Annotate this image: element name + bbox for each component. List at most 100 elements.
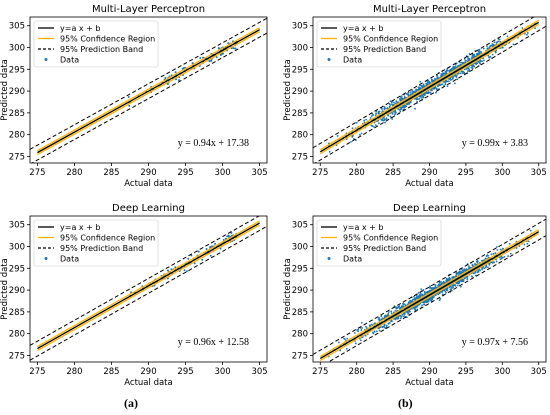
data-point <box>209 246 212 249</box>
legend-fit-line-label: y=a x + b <box>343 24 383 33</box>
legend-confidence-label: 95% Confidence Region <box>60 35 155 44</box>
data-point <box>415 97 418 100</box>
data-point <box>421 304 423 307</box>
data-point <box>338 341 340 344</box>
data-point <box>399 98 402 101</box>
data-point <box>232 47 235 50</box>
data-point <box>495 260 498 263</box>
legend-data-label: Data <box>60 255 79 264</box>
y-tick-label: 290 <box>292 87 308 97</box>
data-point <box>445 277 448 280</box>
data-point <box>397 306 400 308</box>
x-tick-label: 300 <box>214 168 230 178</box>
data-point <box>429 299 432 302</box>
data-point <box>400 306 402 309</box>
data-point <box>479 62 482 65</box>
data-point <box>205 248 208 251</box>
x-tick-label: 290 <box>140 168 156 178</box>
data-point <box>393 101 395 104</box>
data-point <box>419 84 421 87</box>
data-point <box>413 295 415 298</box>
data-point <box>409 91 412 94</box>
data-point <box>375 330 378 333</box>
data-point <box>443 289 446 292</box>
data-point <box>509 252 512 255</box>
data-point <box>425 291 427 294</box>
data-point <box>416 100 419 103</box>
data-point <box>463 269 466 271</box>
data-point <box>425 301 428 304</box>
data-point <box>409 301 412 304</box>
data-point <box>419 80 422 83</box>
data-point <box>461 280 464 283</box>
data-point <box>403 315 405 318</box>
data-point <box>467 55 469 58</box>
data-point <box>351 136 354 138</box>
x-tick-label: 305 <box>531 168 547 178</box>
data-point <box>345 347 348 350</box>
confidence-region-lower <box>37 31 260 156</box>
data-point <box>491 53 494 56</box>
data-point <box>403 303 406 306</box>
data-point <box>422 96 425 99</box>
data-point <box>499 248 502 251</box>
data-point <box>379 319 381 322</box>
data-point <box>384 327 387 330</box>
data-point <box>422 83 425 86</box>
data-point <box>473 262 476 265</box>
x-tick-label: 280 <box>349 168 365 178</box>
data-point <box>378 317 380 319</box>
x-tick-label: 305 <box>531 367 547 377</box>
data-point <box>407 91 410 94</box>
data-point <box>526 32 529 34</box>
data-point <box>181 67 184 70</box>
data-point <box>386 107 388 110</box>
x-tick-label: 280 <box>349 367 365 377</box>
legend-data-swatch <box>327 58 331 61</box>
data-point <box>455 62 458 65</box>
data-point <box>432 296 435 299</box>
data-point <box>447 70 449 72</box>
data-point <box>383 323 386 326</box>
data-point <box>416 88 419 91</box>
data-point <box>428 290 431 293</box>
data-point <box>479 269 482 272</box>
data-point <box>399 110 402 113</box>
data-point <box>445 279 448 282</box>
data-point <box>455 272 458 275</box>
data-point <box>221 52 224 55</box>
x-tick-label: 285 <box>103 168 119 178</box>
data-point <box>446 289 449 292</box>
data-point <box>164 76 167 79</box>
data-point <box>199 57 202 60</box>
fit-line <box>319 21 540 153</box>
data-point <box>458 280 461 283</box>
data-point <box>384 121 386 124</box>
x-tick-label: 295 <box>177 168 193 178</box>
data-point <box>186 270 189 273</box>
data-point <box>174 71 177 74</box>
data-point <box>383 108 386 110</box>
data-point <box>478 51 481 53</box>
data-point <box>390 310 393 313</box>
data-point <box>459 285 462 288</box>
data-point <box>481 60 483 63</box>
y-tick-label: 280 <box>292 131 308 141</box>
data-point <box>437 283 440 286</box>
data-point <box>419 295 422 297</box>
data-point <box>399 317 402 320</box>
data-point <box>459 72 462 75</box>
data-point <box>413 298 416 301</box>
data-point <box>387 114 390 117</box>
data-point <box>414 107 416 110</box>
data-point <box>418 98 421 100</box>
data-point <box>443 281 445 284</box>
data-point <box>456 284 459 287</box>
data-point <box>476 53 479 56</box>
data-point <box>411 300 414 302</box>
data-point <box>454 63 457 66</box>
data-point <box>497 40 500 43</box>
data-point <box>435 91 437 94</box>
